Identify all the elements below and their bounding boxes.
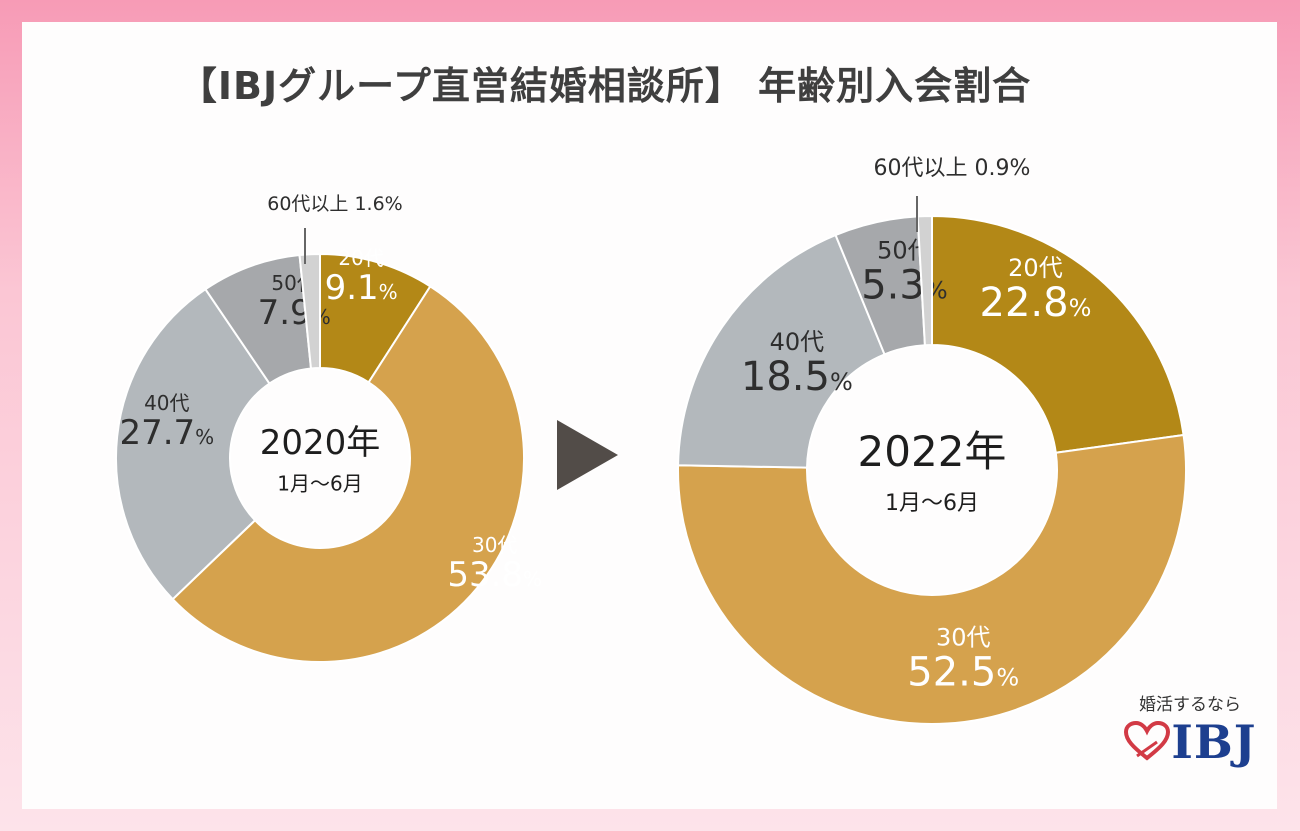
- brand-logo-text: IBJ: [1171, 715, 1257, 769]
- slice-30代: [171, 285, 525, 663]
- slice-30代: [677, 433, 1187, 725]
- play-triangle-icon: [557, 420, 618, 490]
- slice-category-label: 40代: [144, 391, 189, 415]
- slice-value-label: 5.3%: [861, 263, 947, 309]
- slice-40代: [115, 287, 271, 601]
- slice-category-label: 30代: [936, 624, 991, 652]
- heart-icon: [1124, 720, 1171, 761]
- center-year-label: 2020年: [260, 423, 381, 463]
- slice-40代: [677, 233, 886, 469]
- ibj-logo: IBJ: [1123, 715, 1256, 769]
- slice-category-label: 40代: [770, 328, 825, 356]
- slice-category-label: 30代: [472, 533, 517, 557]
- ibj-brand: 婚活するなら IBJ: [1110, 690, 1270, 769]
- slice-value-label: 52.5%: [907, 650, 1019, 696]
- center-year-label: 2022年: [858, 427, 1007, 476]
- chart-title: 【IBJグループ直営結婚相談所】 年齢別入会割合: [178, 64, 1032, 108]
- slice-value-label: 7.9%: [258, 293, 331, 333]
- slice-60代以上: [916, 214, 933, 347]
- center-period-label: 1月〜6月: [885, 491, 979, 516]
- slice-category-label: 20代: [338, 246, 383, 270]
- slice-value-label: 18.5%: [741, 354, 853, 400]
- slice-category-label: 20代: [1008, 254, 1063, 282]
- callout-label-60s: 60代以上 0.9%: [874, 156, 1031, 181]
- callout-label-60s: 60代以上 1.6%: [267, 193, 403, 215]
- center-period-label: 1月〜6月: [277, 471, 362, 495]
- slice-20代: [931, 214, 1185, 454]
- slice-value-label: 53.8%: [447, 555, 542, 595]
- slice-60代以上: [298, 252, 321, 370]
- brand-tagline: 婚活するなら: [1139, 695, 1241, 715]
- slice-value-label: 22.8%: [980, 280, 1092, 326]
- slice-value-label: 27.7%: [119, 413, 214, 453]
- slice-value-label: 9.1%: [325, 268, 398, 308]
